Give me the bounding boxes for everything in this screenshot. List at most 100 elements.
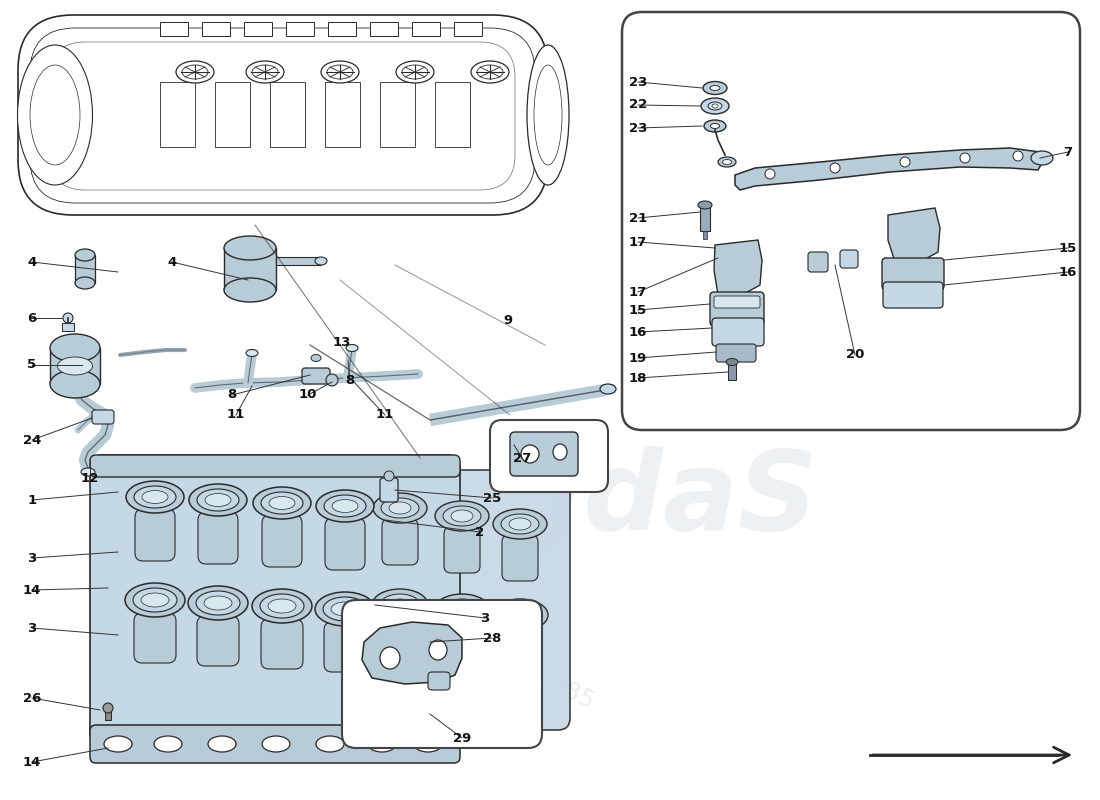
Polygon shape (362, 622, 462, 684)
Ellipse shape (315, 257, 327, 265)
Ellipse shape (703, 82, 727, 94)
Text: 27: 27 (513, 451, 531, 465)
Text: 23: 23 (629, 75, 647, 89)
FancyBboxPatch shape (502, 627, 538, 671)
Ellipse shape (50, 334, 100, 362)
Ellipse shape (104, 736, 132, 752)
Ellipse shape (553, 444, 566, 460)
Circle shape (326, 374, 338, 386)
Text: 24: 24 (23, 434, 41, 446)
Ellipse shape (434, 594, 490, 626)
Ellipse shape (154, 736, 182, 752)
Ellipse shape (698, 201, 712, 209)
Ellipse shape (726, 358, 738, 366)
FancyBboxPatch shape (882, 258, 944, 290)
Bar (700, 205, 710, 231)
Text: for: for (379, 591, 421, 629)
FancyBboxPatch shape (840, 250, 858, 268)
Ellipse shape (442, 599, 482, 621)
Ellipse shape (521, 445, 539, 463)
Ellipse shape (389, 502, 411, 514)
Ellipse shape (331, 602, 359, 616)
Text: 8: 8 (228, 389, 236, 402)
Ellipse shape (50, 370, 100, 398)
Text: 28: 28 (483, 631, 502, 645)
FancyBboxPatch shape (444, 527, 480, 573)
Bar (160, 82, 195, 147)
Ellipse shape (196, 591, 240, 615)
Text: since: since (475, 639, 544, 691)
Text: 11: 11 (227, 409, 245, 422)
Bar (434, 82, 470, 147)
Polygon shape (714, 240, 762, 295)
Bar (224, 248, 276, 290)
Ellipse shape (189, 484, 248, 516)
Ellipse shape (711, 123, 719, 129)
Bar (703, 231, 707, 239)
Ellipse shape (443, 506, 481, 526)
Text: 7: 7 (1064, 146, 1072, 158)
Text: 22: 22 (629, 98, 647, 111)
Text: 8: 8 (345, 374, 354, 386)
FancyBboxPatch shape (714, 296, 760, 308)
Ellipse shape (346, 345, 358, 351)
Circle shape (384, 471, 394, 481)
Text: 16: 16 (629, 326, 647, 338)
Ellipse shape (133, 588, 177, 612)
Text: 1985: 1985 (531, 665, 598, 715)
Bar (50, 348, 100, 384)
FancyBboxPatch shape (90, 455, 460, 745)
FancyBboxPatch shape (883, 282, 943, 308)
Ellipse shape (75, 277, 95, 289)
Ellipse shape (1031, 151, 1053, 165)
FancyBboxPatch shape (444, 622, 480, 666)
Bar (324, 82, 360, 147)
Text: 2: 2 (475, 526, 485, 538)
Bar (244, 22, 272, 36)
Ellipse shape (508, 609, 532, 621)
Bar (202, 22, 230, 36)
Ellipse shape (372, 589, 428, 621)
Text: 17: 17 (629, 235, 647, 249)
Bar (104, 708, 111, 720)
Ellipse shape (381, 498, 419, 518)
Ellipse shape (57, 357, 92, 375)
Circle shape (1013, 151, 1023, 161)
Ellipse shape (18, 45, 92, 185)
Ellipse shape (500, 514, 539, 534)
Ellipse shape (718, 157, 736, 167)
Circle shape (900, 157, 910, 167)
Ellipse shape (81, 468, 95, 476)
Text: 4: 4 (167, 255, 177, 269)
FancyBboxPatch shape (92, 410, 114, 424)
FancyBboxPatch shape (197, 616, 239, 666)
Ellipse shape (224, 278, 276, 302)
Ellipse shape (204, 596, 232, 610)
Text: 15: 15 (1059, 242, 1077, 254)
Bar (379, 82, 415, 147)
Circle shape (960, 153, 970, 163)
Text: 14: 14 (23, 583, 41, 597)
FancyBboxPatch shape (510, 432, 578, 476)
FancyBboxPatch shape (502, 535, 538, 581)
Ellipse shape (270, 497, 295, 510)
FancyBboxPatch shape (90, 455, 460, 477)
Text: 11: 11 (376, 409, 394, 422)
FancyBboxPatch shape (710, 292, 764, 326)
Bar (728, 362, 736, 380)
FancyBboxPatch shape (712, 318, 764, 346)
Text: 6: 6 (28, 311, 36, 325)
Ellipse shape (332, 499, 358, 513)
Ellipse shape (262, 736, 290, 752)
Ellipse shape (261, 492, 302, 514)
Ellipse shape (414, 736, 442, 752)
Polygon shape (735, 148, 1042, 190)
Ellipse shape (379, 647, 400, 669)
Text: 21: 21 (629, 211, 647, 225)
Ellipse shape (451, 510, 473, 522)
Ellipse shape (252, 589, 312, 623)
Text: 4: 4 (28, 255, 36, 269)
FancyBboxPatch shape (324, 518, 365, 570)
Text: 9: 9 (504, 314, 513, 326)
Text: 12: 12 (81, 471, 99, 485)
